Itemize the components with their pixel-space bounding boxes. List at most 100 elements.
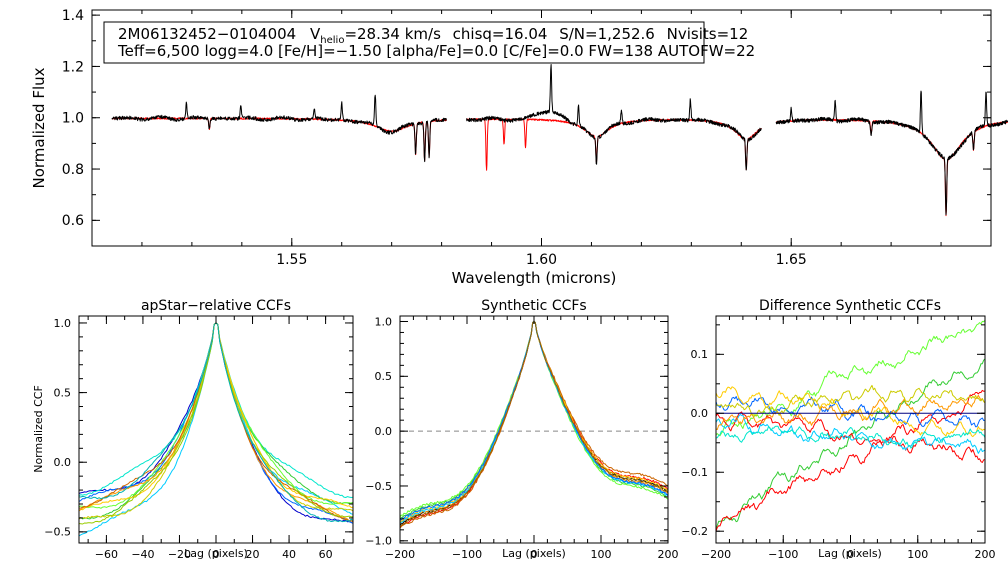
info-vhelio-subscript: helio xyxy=(320,35,344,46)
apstar-ccf-xlabel: Lag (pixels) xyxy=(184,547,248,560)
spectrum-ylabel: Normalized Flux xyxy=(30,67,48,188)
apstar-ccf-title: apStar−relative CCFs xyxy=(141,298,291,314)
spectrum-panel: 1.55 1.60 1.65 0.6 0.8 1.0 1.2 1.4 Normalized F… xyxy=(30,8,1008,287)
spectrum-lines xyxy=(111,64,1008,217)
apstar-ccf-line xyxy=(78,322,354,524)
spectrum-xtick-label: 1.55 xyxy=(276,252,307,268)
synthetic-ccf-ytick-label: −0.5 xyxy=(365,480,392,493)
spectrum-xtick-label: 1.60 xyxy=(526,252,557,268)
synthetic-ccf-line xyxy=(399,321,669,518)
spectrum-ytick-label: 0.6 xyxy=(62,213,84,229)
model-spectrum-line xyxy=(775,118,1008,217)
spectrum-ytick-label: 1.2 xyxy=(62,59,84,75)
spectrum-ytick-label: 1.4 xyxy=(62,8,84,24)
apstar-ccf-ytick-label: 0.5 xyxy=(54,386,72,399)
synthetic-ccf-line xyxy=(399,321,669,525)
difference-ccf-line xyxy=(715,319,986,437)
synthetic-ccf-xlabel: Lag (pixels) xyxy=(502,547,566,560)
apstar-ccf-line xyxy=(78,322,354,520)
difference-ccf-line xyxy=(715,414,986,454)
difference-ccf-ytick-label: −0.1 xyxy=(681,466,708,479)
difference-ccf-xtick-label: −200 xyxy=(701,548,731,561)
observed-spectrum-line xyxy=(111,94,448,163)
difference-ccf-xtick-label: 100 xyxy=(907,548,928,561)
difference-ccf-ytick-label: −0.2 xyxy=(681,525,708,538)
apstar-ccf-line xyxy=(78,322,354,520)
difference-ccf-xtick-label: −100 xyxy=(768,548,798,561)
info-vhelio-symbol: V xyxy=(310,25,321,43)
difference-ccf-xtick-label: 200 xyxy=(975,548,996,561)
difference-ccf-xtick-label: 0 xyxy=(847,548,854,561)
apstar-ccf-xtick-label: 40 xyxy=(282,548,296,561)
info-star-id: 2M06132452−0104004 xyxy=(118,25,296,43)
difference-ccf-line xyxy=(715,411,985,463)
difference-ccf-line xyxy=(715,358,986,529)
apstar-ccf-line xyxy=(78,322,354,523)
synthetic-ccf-xtick-label: −200 xyxy=(385,548,415,561)
difference-ccf-xlabel: Lag (pixels) xyxy=(818,547,882,560)
synthetic-ccf-line xyxy=(399,321,669,520)
apstar-ccf-xtick-label: 0 xyxy=(213,548,220,561)
synthetic-ccf-xtick-label: −100 xyxy=(452,548,482,561)
apstar-ccf-panel: −60 −40 −20 0 20 40 60 −0.5 0.0 0.5 1.0 apStar−rel… xyxy=(32,298,354,561)
difference-ccf-panel: −200 −100 0 100 200 −0.2 −0.1 0.0 0.1 Difference… xyxy=(681,298,995,561)
difference-ccf-line xyxy=(715,394,986,430)
apstar-ccf-line xyxy=(78,322,354,509)
difference-ccf-lines xyxy=(715,319,986,532)
apstar-ccf-ytick-label: 0.0 xyxy=(54,456,72,469)
spectrum-ticks: 1.55 1.60 1.65 0.6 0.8 1.0 1.2 1.4 xyxy=(62,8,991,268)
synthetic-ccf-title: Synthetic CCFs xyxy=(481,298,586,314)
info-line-2: Teff=6,500 logg=4.0 [Fe/H]=−1.50 [alpha/… xyxy=(117,42,755,60)
info-nvisits: Nvisits=12 xyxy=(667,25,749,43)
apstar-ccf-xtick-label: 60 xyxy=(319,548,333,561)
difference-ccf-line xyxy=(715,386,986,438)
apstar-ccf-ylabel: Normalized CCF xyxy=(32,385,45,473)
apstar-ccf-xtick-label: −20 xyxy=(168,548,191,561)
model-spectrum-line xyxy=(466,118,762,171)
synthetic-ccf-line xyxy=(399,321,669,527)
synthetic-ccf-line xyxy=(399,321,669,528)
spectrum-xtick-label: 1.65 xyxy=(776,252,807,268)
apstar-ccf-line xyxy=(78,322,354,522)
spectrum-ytick-label: 0.8 xyxy=(62,162,84,178)
synthetic-ccf-line xyxy=(399,321,669,521)
synthetic-ccf-xtick-label: 0 xyxy=(531,548,538,561)
synthetic-ccf-xtick-label: 100 xyxy=(591,548,612,561)
info-line-1: 2M06132452−0104004 Vhelio=28.34 km/s chi… xyxy=(118,25,748,46)
synthetic-ccf-ytick-label: 0.0 xyxy=(375,425,393,438)
apstar-ccf-line xyxy=(78,322,354,512)
synthetic-ccf-line xyxy=(399,321,668,529)
apstar-ccf-line xyxy=(78,322,354,498)
synthetic-ccf-xtick-label: 200 xyxy=(658,548,679,561)
difference-ccf-ticks: −200 −100 0 100 200 −0.2 −0.1 0.0 0.1 xyxy=(681,316,996,561)
apstar-ccf-ticks: −60 −40 −20 0 20 40 60 −0.5 0.0 0.5 1.0 xyxy=(44,316,353,561)
difference-ccf-ytick-label: 0.1 xyxy=(691,348,709,361)
apstar-ccf-xtick-label: −60 xyxy=(95,548,118,561)
synthetic-ccf-line xyxy=(399,321,669,522)
synthetic-ccf-line xyxy=(399,321,669,524)
difference-ccf-ytick-label: 0.0 xyxy=(691,407,709,420)
apstar-ccf-line xyxy=(78,322,354,537)
apstar-ccf-ytick-label: −0.5 xyxy=(44,526,71,539)
info-vhelio-value: =28.34 km/s xyxy=(344,25,441,43)
synthetic-ccf-ytick-label: −1.0 xyxy=(365,535,392,548)
difference-ccf-line xyxy=(715,384,986,417)
apstar-ccf-xtick-label: 20 xyxy=(246,548,260,561)
observed-spectrum-line xyxy=(775,90,1008,216)
apstar-ccf-lines xyxy=(78,322,354,537)
apstar-ccf-xtick-label: −40 xyxy=(131,548,154,561)
observed-spectrum-line xyxy=(466,64,762,171)
info-snr: S/N=1,252.6 xyxy=(559,25,655,43)
info-box-frame xyxy=(103,21,705,64)
synthetic-ccf-panel: −200 −100 0 100 200 −1.0 −0.5 0.0 0.5 1.0 Synthet… xyxy=(365,298,678,561)
synthetic-ccf-lines xyxy=(399,321,669,529)
model-spectrum-line xyxy=(111,117,448,161)
synthetic-ccf-ticks: −200 −100 0 100 200 −1.0 −0.5 0.0 0.5 1.0 xyxy=(365,315,678,561)
synthetic-ccf-ytick-label: 0.5 xyxy=(375,370,393,383)
apstar-ccf-ytick-label: 1.0 xyxy=(54,317,72,330)
synthetic-ccf-ytick-label: 1.0 xyxy=(375,315,393,328)
info-chisq: chisq=16.04 xyxy=(453,25,548,43)
synthetic-ccf-line xyxy=(399,321,669,526)
spectrum-ytick-label: 1.0 xyxy=(62,111,84,127)
